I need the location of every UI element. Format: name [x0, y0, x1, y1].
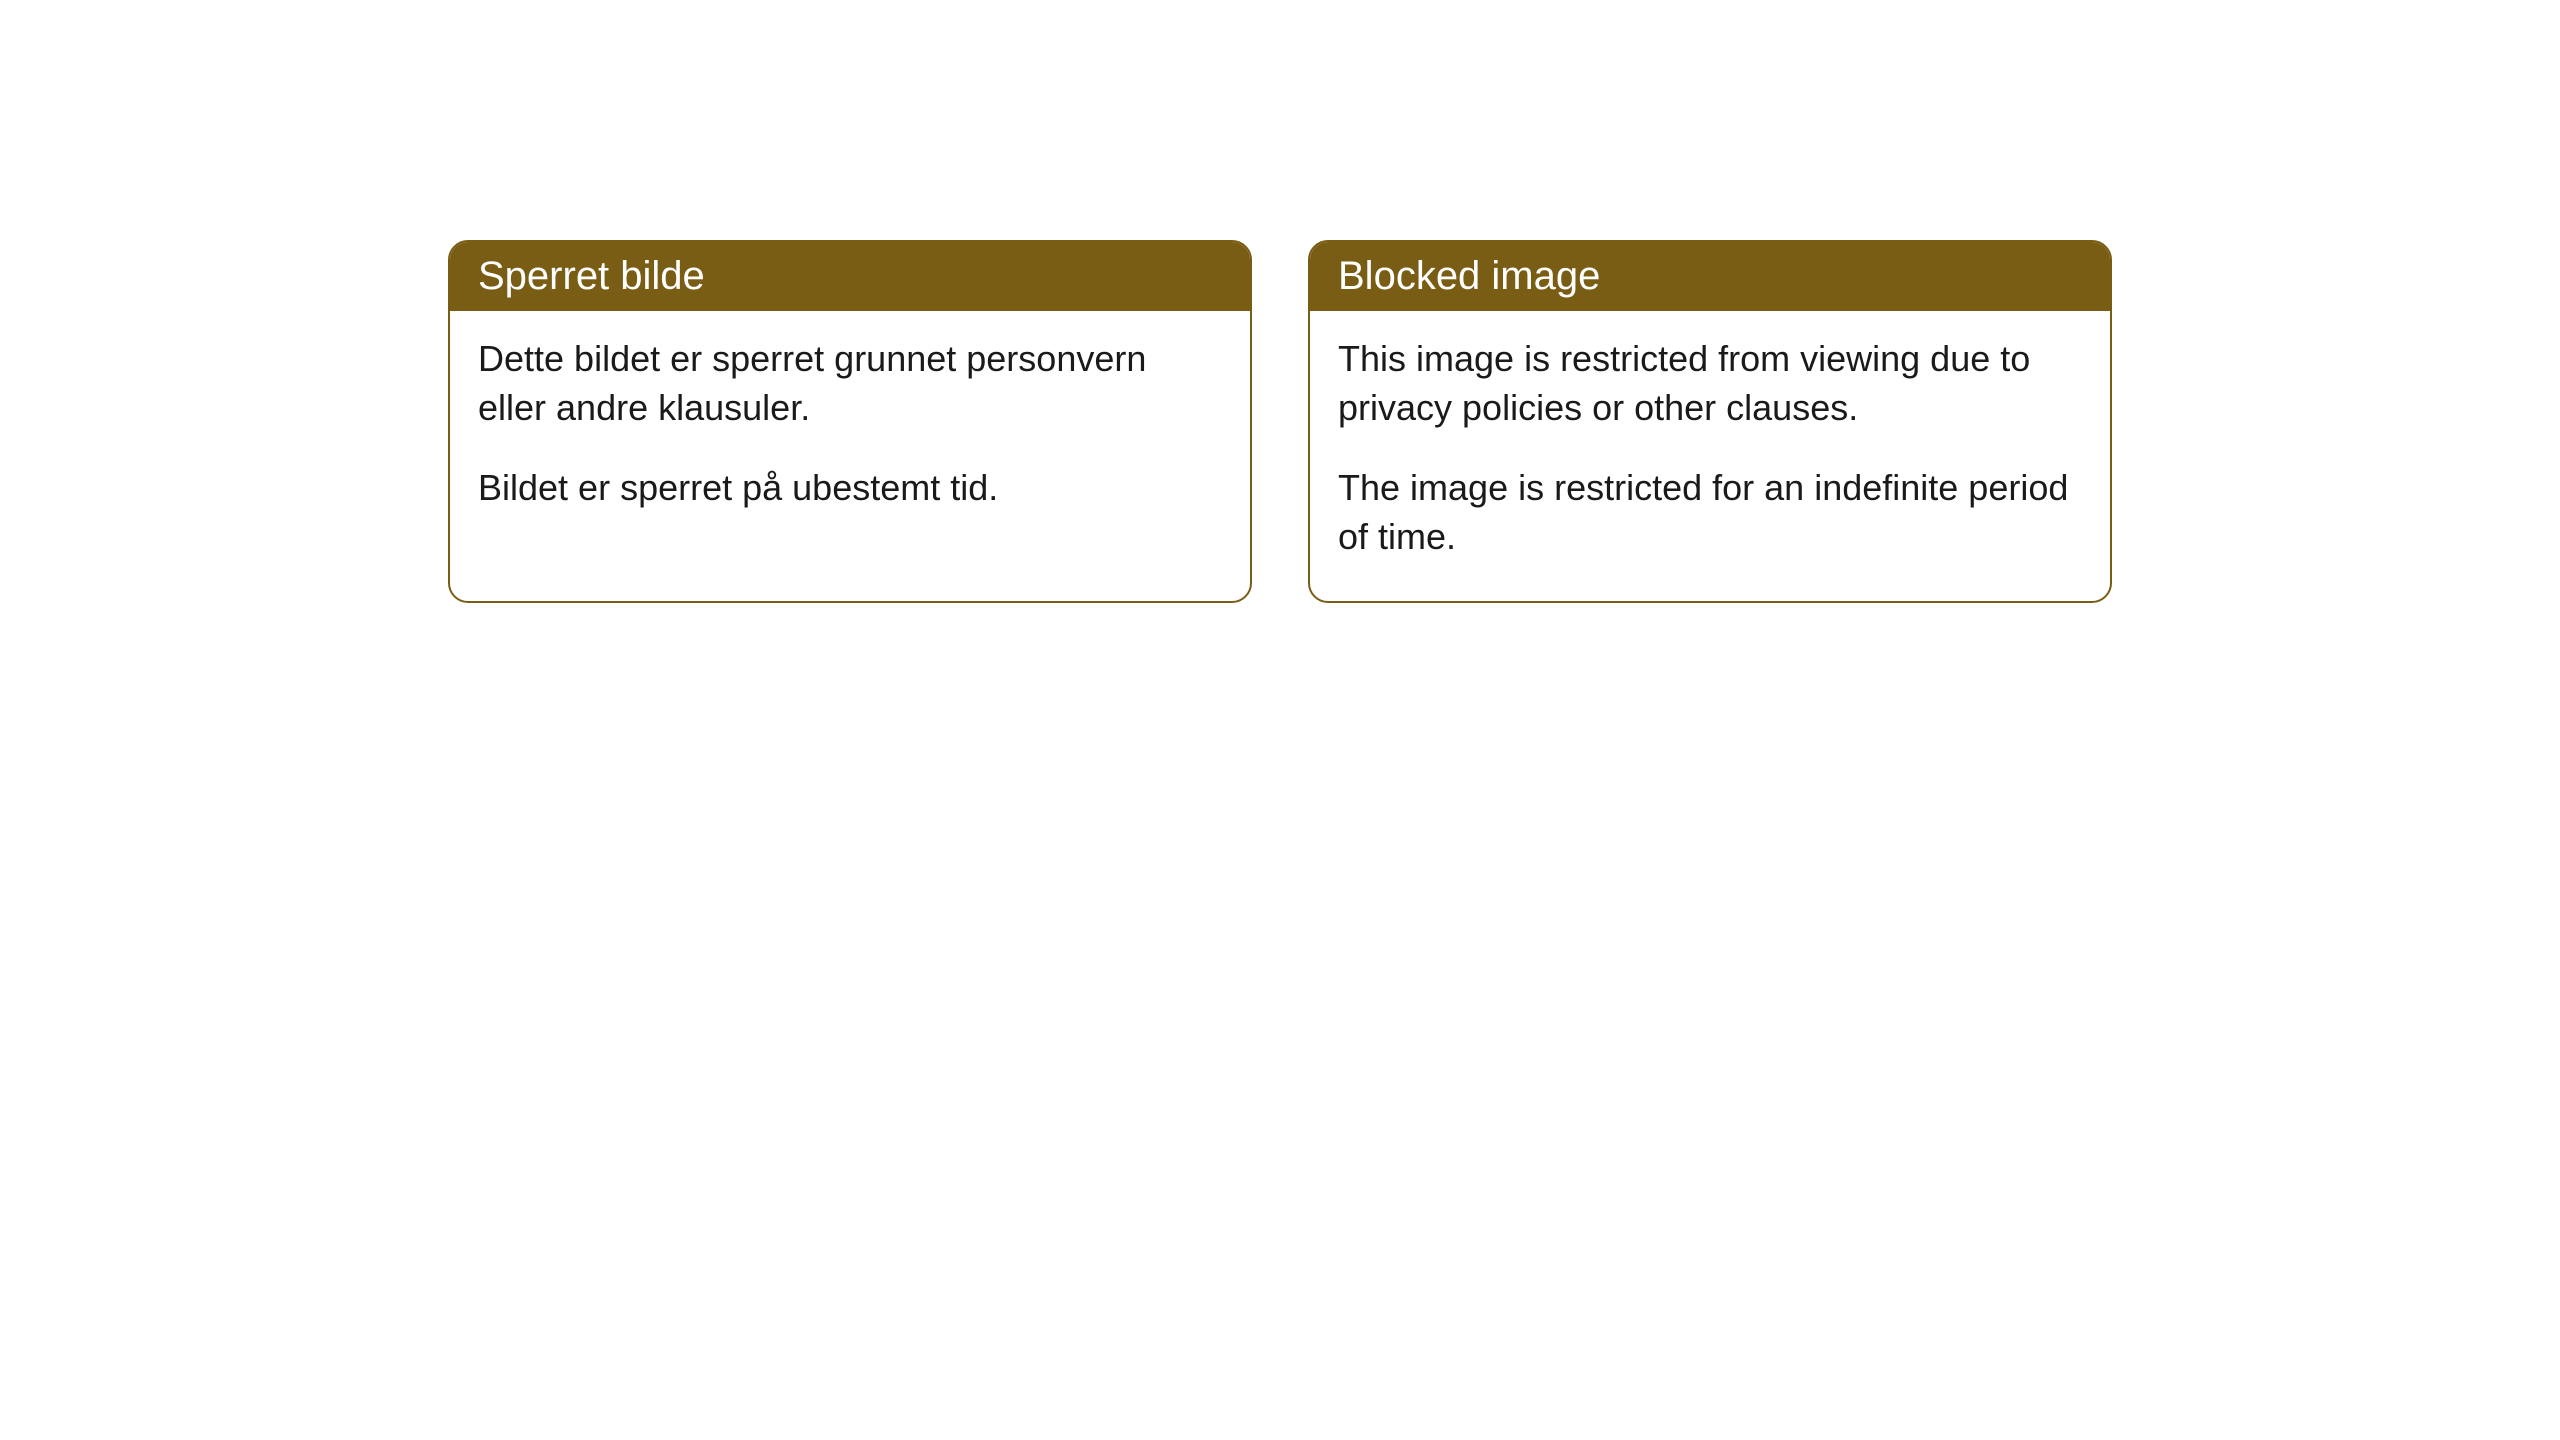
card-body: Dette bildet er sperret grunnet personve…: [450, 311, 1250, 553]
notice-cards-container: Sperret bilde Dette bildet er sperret gr…: [448, 240, 2112, 603]
card-header: Blocked image: [1310, 242, 2110, 311]
card-paragraph: Dette bildet er sperret grunnet personve…: [478, 335, 1222, 432]
card-paragraph: This image is restricted from viewing du…: [1338, 335, 2082, 432]
blocked-image-card-norwegian: Sperret bilde Dette bildet er sperret gr…: [448, 240, 1252, 603]
card-paragraph: The image is restricted for an indefinit…: [1338, 464, 2082, 561]
card-body: This image is restricted from viewing du…: [1310, 311, 2110, 601]
blocked-image-card-english: Blocked image This image is restricted f…: [1308, 240, 2112, 603]
card-header: Sperret bilde: [450, 242, 1250, 311]
card-title: Sperret bilde: [478, 254, 705, 298]
card-title: Blocked image: [1338, 254, 1600, 298]
card-paragraph: Bildet er sperret på ubestemt tid.: [478, 464, 1222, 513]
